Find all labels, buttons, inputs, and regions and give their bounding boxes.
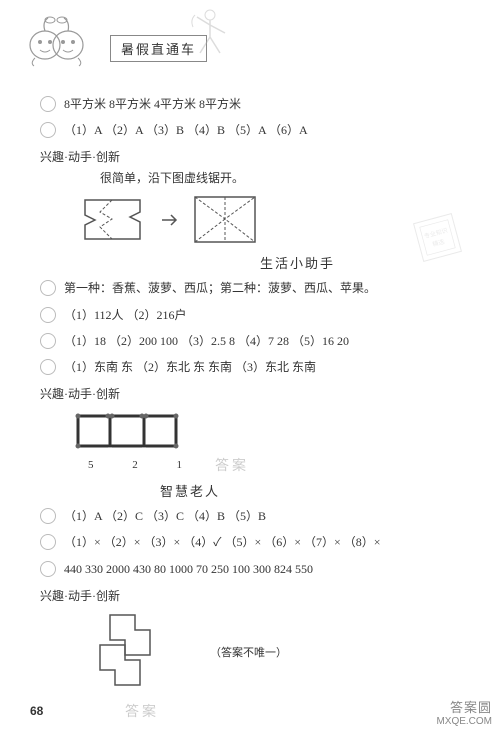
watermark-en: MXQE.COM [436, 716, 492, 728]
matchstick-numbers: 5 2 1 [88, 459, 200, 471]
bullet-icon [40, 333, 56, 349]
polyomino-icon [80, 610, 180, 695]
watermark-cn: 答案圆 [436, 700, 492, 716]
puzzle-cut-diagram [80, 192, 470, 247]
svg-text:专业知识: 专业知识 [423, 226, 448, 240]
puzzle-left-icon [80, 192, 150, 247]
faded-watermark-2: 答案 [125, 705, 159, 720]
answer-line-6: （1）东南 东 （2）东北 东 东南 （3）东北 东南 [40, 358, 470, 377]
site-watermark: 答案圆 MXQE.COM [436, 700, 492, 728]
hint-text: 很简单，沿下图虚线锯开。 [100, 169, 470, 186]
answer-note: （答案不唯一） [210, 644, 287, 660]
section-label-2: 兴趣·动手·创新 [40, 385, 470, 402]
fruit-cartoon-icon [20, 10, 110, 70]
matchstick-diagram: 5 2 1 答案 [70, 408, 470, 475]
svg-text:精选: 精选 [432, 238, 446, 249]
answer-line-5: （1）18 （2）200 100 （3）2.5 8 （4）7 28 （5）16 … [40, 332, 470, 351]
bullet-icon [40, 122, 56, 138]
answer-line-1: 8平方米 8平方米 4平方米 8平方米 [40, 95, 470, 114]
bullet-icon [40, 96, 56, 112]
polyomino-diagram: （答案不唯一） [80, 610, 470, 695]
bullet-icon [40, 359, 56, 375]
bullet-icon [40, 534, 56, 550]
arrow-right-icon [160, 210, 180, 230]
puzzle-right-icon [190, 192, 260, 247]
answer-line-7: （1）A （2）C （3）C （4）B （5）B [40, 507, 470, 526]
page-number: 68 [30, 704, 43, 718]
bullet-icon [40, 307, 56, 323]
answer-line-3: 第一种：香蕉、菠萝、西瓜；第二种：菠萝、西瓜、苹果。 [40, 279, 470, 298]
subtitle-wise-elder: 智慧老人 [160, 481, 470, 500]
answer-line-9: 440 330 2000 430 80 1000 70 250 100 300 … [40, 560, 470, 579]
dancer-decoration [185, 5, 235, 60]
answer-line-4: （1）112人 （2）216户 [40, 306, 470, 325]
bullet-icon [40, 508, 56, 524]
content-area: 8平方米 8平方米 4平方米 8平方米 （1）A （2）A （3）B （4）B … [40, 95, 470, 721]
faded-watermark-1: 答案 [215, 455, 249, 475]
bullet-icon [40, 561, 56, 577]
section-label-1: 兴趣·动手·创新 [40, 148, 470, 165]
answer-line-2: （1）A （2）A （3）B （4）B （5）A （6）A [40, 121, 470, 140]
answer-line-8: （1）× （2）× （3）× （4）✓ （5）× （6）× （7）× （8）× [40, 533, 470, 552]
matchstick-icon [70, 408, 190, 453]
section-label-3: 兴趣·动手·创新 [40, 587, 470, 604]
bullet-icon [40, 280, 56, 296]
